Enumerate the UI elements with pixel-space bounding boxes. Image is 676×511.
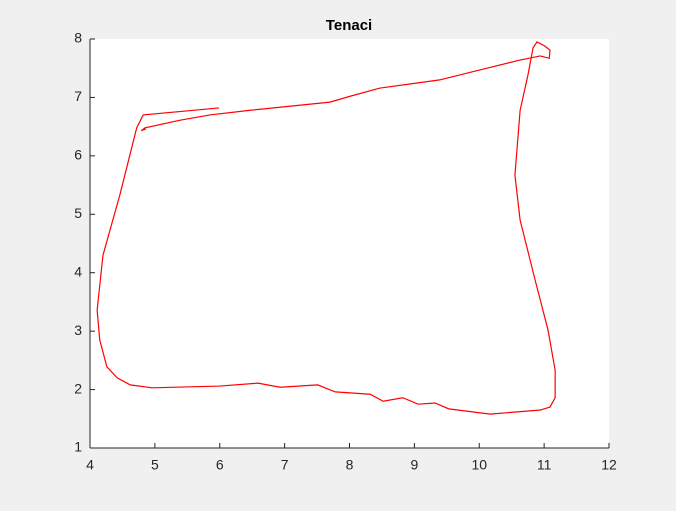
x-tick-label: 7 [281, 457, 289, 473]
y-tick-label: 7 [74, 88, 82, 104]
x-tick-label: 10 [471, 457, 487, 473]
x-tick-label: 12 [601, 457, 617, 473]
x-tick-label: 6 [216, 457, 224, 473]
data-line [96, 41, 556, 415]
y-tick-label: 8 [74, 30, 82, 46]
axes-background [90, 39, 609, 448]
y-tick-label: 1 [74, 439, 82, 455]
x-tick-label: 4 [86, 457, 94, 473]
y-tick-label: 6 [74, 147, 82, 163]
x-tick-label: 11 [537, 457, 552, 473]
y-tick-label: 3 [74, 322, 82, 338]
x-tick-label: 9 [410, 457, 418, 473]
y-tick-label: 2 [74, 380, 82, 396]
x-tick-label: 5 [151, 457, 159, 473]
x-tick-label: 8 [346, 457, 354, 473]
y-tick-label: 5 [74, 205, 82, 221]
y-tick-label: 4 [74, 263, 82, 279]
chart-title: Tenaci [326, 17, 372, 34]
